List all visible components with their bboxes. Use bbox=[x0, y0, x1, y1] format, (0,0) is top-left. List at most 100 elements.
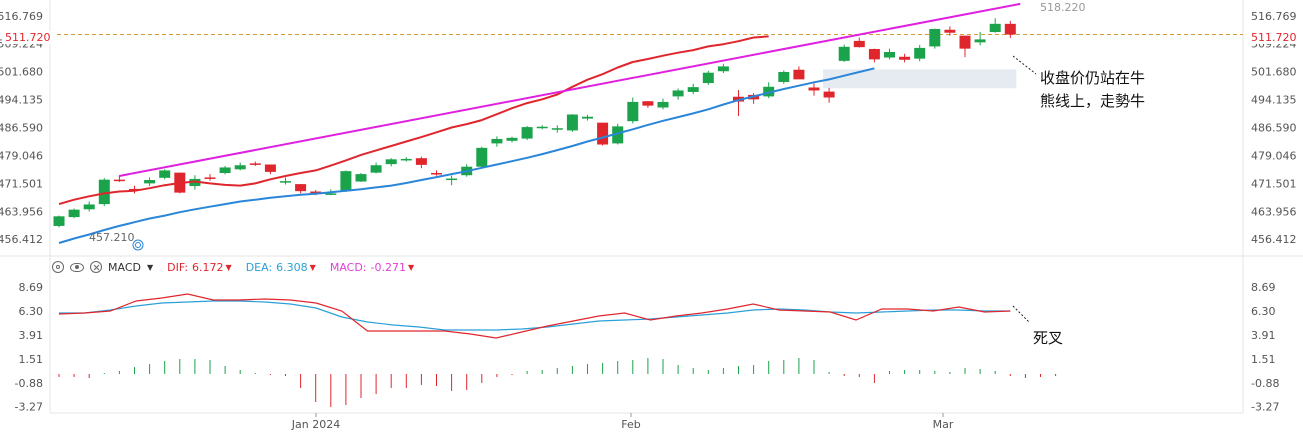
candle-down bbox=[1004, 20, 1016, 38]
annotation-pointer-bull bbox=[1012, 55, 1037, 75]
candle-up bbox=[551, 125, 563, 133]
candle-up bbox=[657, 98, 669, 110]
price-tick-left: 471.501 bbox=[0, 177, 43, 190]
macd-tick-left: -3.27 bbox=[15, 401, 43, 414]
candle-body bbox=[129, 188, 140, 191]
macd-tick-left: 3.91 bbox=[19, 329, 44, 342]
candle-body bbox=[717, 66, 729, 72]
highlight-zone bbox=[823, 69, 1017, 89]
macd-label: MACD: bbox=[329, 260, 367, 274]
candle-up bbox=[355, 173, 367, 182]
candle-down bbox=[642, 101, 654, 108]
candle-body bbox=[551, 128, 563, 130]
high-price-label: 518.220 bbox=[1040, 1, 1086, 14]
ma-red-line bbox=[58, 35, 769, 206]
trendline-line bbox=[119, 2, 1021, 177]
candle-up bbox=[884, 48, 895, 60]
macd-tick-left: 6.30 bbox=[19, 305, 44, 318]
candle-body bbox=[642, 101, 654, 106]
settings-icon[interactable] bbox=[52, 261, 64, 273]
low-price-marker-icon bbox=[132, 239, 144, 251]
highlight-rect bbox=[823, 69, 1017, 89]
dif-line bbox=[58, 293, 1011, 339]
candle-down bbox=[733, 90, 744, 117]
candle-up bbox=[989, 18, 1001, 33]
candle-body bbox=[627, 101, 639, 122]
macd-indicator-name[interactable]: MACD bbox=[108, 260, 141, 274]
price-tick-left: 516.769 bbox=[0, 10, 43, 23]
candle-up bbox=[68, 208, 80, 219]
trendline[interactable] bbox=[119, 2, 1021, 177]
candle-up bbox=[506, 136, 518, 143]
macd-tick-left: 8.69 bbox=[19, 281, 44, 294]
candle-body bbox=[234, 165, 246, 170]
candle-up bbox=[687, 83, 699, 95]
macd-tick-right: 1.51 bbox=[1251, 353, 1276, 366]
dif-label: DIF: bbox=[167, 260, 189, 274]
price-tick-right: 463.956 bbox=[1251, 205, 1297, 218]
price-tick-left: 486.590 bbox=[0, 122, 43, 135]
price-tick-right: 494.135 bbox=[1251, 94, 1297, 107]
dif-value: 6.172 bbox=[192, 260, 224, 274]
candle-body bbox=[249, 163, 261, 165]
candle-up bbox=[717, 63, 729, 74]
candle-up bbox=[98, 178, 110, 206]
candle-down bbox=[264, 164, 276, 175]
candle-body bbox=[838, 46, 850, 61]
candle-body bbox=[929, 29, 941, 47]
candle-down bbox=[868, 48, 880, 63]
candle-body bbox=[566, 114, 578, 131]
macd-tick-right: -3.27 bbox=[1251, 401, 1279, 414]
current-price-badge-left: 511.720 bbox=[2, 31, 54, 44]
candle-down bbox=[113, 175, 125, 182]
macd-dropdown-icon[interactable]: ▼ bbox=[407, 262, 415, 272]
candle-body bbox=[823, 91, 835, 98]
candle-body bbox=[868, 49, 880, 60]
price-tick-right: 486.590 bbox=[1251, 122, 1297, 135]
time-tick-label: Jan 2024 bbox=[291, 418, 340, 431]
annotation-bull-line2: 熊线上，走勢牛 bbox=[1040, 92, 1145, 110]
current-price-badge-right: 511.720 bbox=[1248, 31, 1300, 44]
candle-body bbox=[219, 167, 231, 174]
candle-up bbox=[778, 70, 790, 84]
candle-body bbox=[431, 173, 442, 175]
candle-body bbox=[672, 90, 684, 97]
candle-body bbox=[793, 69, 805, 80]
candle-body bbox=[536, 126, 548, 129]
candle-body bbox=[506, 137, 518, 141]
candle-body bbox=[113, 179, 125, 182]
candle-body bbox=[385, 159, 397, 165]
price-tick-left: 479.046 bbox=[0, 149, 43, 162]
visibility-eye-icon[interactable] bbox=[70, 263, 84, 272]
dea-dropdown-icon[interactable]: ▼ bbox=[309, 262, 316, 272]
time-tick-label: Mar bbox=[933, 418, 954, 431]
candle-up bbox=[446, 175, 458, 186]
chevron-down-icon[interactable]: ▼ bbox=[146, 262, 154, 272]
candle-up bbox=[53, 215, 65, 228]
price-tick-right: 516.769 bbox=[1251, 10, 1297, 23]
candle-body bbox=[98, 179, 110, 205]
candle-body bbox=[83, 204, 95, 210]
candle-body bbox=[521, 127, 533, 139]
candle-body bbox=[582, 116, 593, 119]
candle-up bbox=[974, 31, 986, 46]
candle-up bbox=[340, 170, 352, 192]
candle-body bbox=[204, 177, 216, 179]
candle-body bbox=[974, 39, 986, 43]
candle-body bbox=[763, 86, 775, 97]
candle-body bbox=[400, 158, 412, 161]
dif-dropdown-icon[interactable]: ▼ bbox=[225, 262, 232, 272]
candle-down bbox=[597, 122, 609, 146]
price-tick-right: 456.412 bbox=[1251, 233, 1297, 246]
candle-up bbox=[385, 158, 397, 167]
macd-tick-right: 3.91 bbox=[1251, 329, 1276, 342]
dea-value: 6.308 bbox=[276, 260, 308, 274]
close-icon[interactable] bbox=[90, 261, 102, 273]
candle-body bbox=[340, 171, 352, 192]
price-axis-left: 516.769509.224501.680494.135486.590479.0… bbox=[0, 10, 43, 246]
candle-body bbox=[53, 216, 65, 226]
candle-body bbox=[280, 181, 291, 183]
candlestick-series[interactable] bbox=[53, 18, 1016, 228]
